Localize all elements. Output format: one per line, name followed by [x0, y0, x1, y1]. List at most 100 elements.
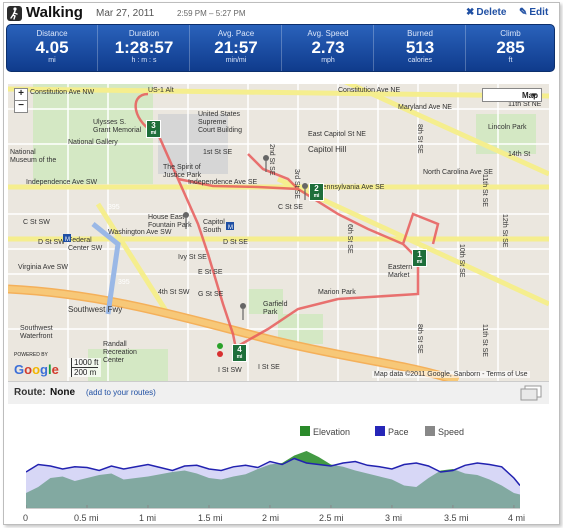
pencil-icon: ✎	[519, 7, 528, 18]
stats-bar: Distance 4.05 mi Duration 1:28:57 h : m …	[6, 24, 555, 72]
marker-unit: mi	[236, 354, 243, 360]
x-tick: 3.5 mi	[444, 513, 469, 523]
start-marker[interactable]	[217, 343, 223, 349]
svg-text:Ulysses S.: Ulysses S.	[93, 119, 126, 126]
map-type-selector[interactable]: Map ▼	[482, 88, 542, 102]
svg-text:D St SE: D St SE	[223, 239, 248, 246]
svg-text:National Gallery: National Gallery	[68, 139, 118, 146]
svg-text:Federal: Federal	[68, 237, 92, 244]
marker-unit: mi	[313, 193, 320, 199]
edit-label: Edit	[529, 7, 549, 18]
stat-value: 513	[405, 38, 435, 57]
zoom-out-button[interactable]: −	[14, 100, 28, 113]
x-tick: 0.5 mi	[74, 513, 99, 523]
stat-label: Duration	[128, 29, 160, 38]
legend-elevation[interactable]: Elevation	[300, 426, 350, 437]
mile-marker-4[interactable]: 4 mi	[232, 344, 247, 362]
route-label: Route:	[14, 387, 46, 398]
svg-text:House East: House East	[148, 214, 184, 221]
stat-value: 2.73	[311, 38, 345, 57]
svg-text:I St SW: I St SW	[218, 367, 242, 374]
delete-x-icon: ✖	[466, 7, 475, 18]
stat-duration: Duration 1:28:57 h : m : s	[97, 25, 190, 71]
stat-burned: Burned 513 calories	[373, 25, 466, 71]
activity-panel: Walking Mar 27, 2011 2:59 PM – 5:27 PM ✖…	[3, 2, 560, 525]
edit-button[interactable]: ✎ Edit	[519, 7, 548, 18]
svg-text:Fountain Park: Fountain Park	[148, 222, 192, 229]
pace-swatch	[375, 426, 385, 436]
end-marker[interactable]	[217, 351, 223, 357]
svg-text:National: National	[10, 149, 36, 156]
pace-area	[26, 458, 520, 508]
stat-unit: min/mi	[225, 57, 247, 64]
x-tick: 0	[23, 513, 29, 523]
svg-text:The Spirit of: The Spirit of	[163, 164, 201, 171]
svg-text:Independence Ave SE: Independence Ave SE	[188, 179, 257, 186]
svg-text:Market: Market	[388, 272, 409, 279]
stat-unit: ft	[508, 57, 513, 64]
stat-value: 285	[496, 38, 525, 57]
walking-icon	[7, 6, 22, 21]
svg-text:East Capitol St NE: East Capitol St NE	[308, 131, 366, 138]
svg-text:Museum of the: Museum of the	[10, 157, 56, 164]
svg-text:South: South	[203, 227, 221, 234]
svg-text:Pennsylvania Ave SE: Pennsylvania Ave SE	[318, 184, 385, 191]
mile-marker-2[interactable]: 2 mi	[309, 183, 324, 201]
svg-text:Justice Park: Justice Park	[163, 172, 202, 179]
mile-marker-3[interactable]: 3 mi	[146, 120, 161, 138]
svg-text:Court Building: Court Building	[198, 127, 242, 134]
legend-speed[interactable]: Speed	[425, 426, 464, 437]
marker-unit: mi	[150, 130, 157, 136]
svg-text:Lincoln Park: Lincoln Park	[488, 124, 527, 131]
legend-label: Elevation	[313, 427, 351, 437]
map-attribution[interactable]: Map data ©2011 Google, Sanborn - Terms o…	[372, 371, 530, 378]
svg-text:M: M	[228, 225, 233, 231]
google-logo[interactable]: Google	[14, 362, 59, 377]
delete-button[interactable]: ✖ Delete	[466, 7, 506, 18]
stat-label: Avg. Pace	[217, 29, 255, 38]
map-canvas[interactable]: Constitution Ave NW US-1 Alt Constitutio…	[8, 84, 549, 381]
stat-avg-speed: Avg. Speed 2.73 mph	[281, 25, 374, 71]
stat-label: Climb	[500, 29, 521, 38]
svg-text:Virginia Ave SW: Virginia Ave SW	[18, 264, 68, 271]
map-type-label: Map	[522, 91, 538, 100]
pace-line	[26, 457, 520, 486]
fullscreen-icon[interactable]	[519, 385, 543, 401]
x-tick: 3 mi	[385, 513, 403, 523]
stat-value: 21:57	[214, 38, 258, 57]
svg-text:D St SW: D St SW	[38, 239, 65, 246]
route-map[interactable]: Constitution Ave NW US-1 Alt Constitutio…	[8, 84, 549, 381]
svg-text:Constitution Ave NW: Constitution Ave NW	[30, 89, 94, 96]
delete-label: Delete	[476, 7, 507, 18]
svg-text:6th St SE: 6th St SE	[346, 224, 353, 254]
scale-m: 200 m	[71, 368, 98, 377]
stat-unit: mph	[321, 57, 335, 64]
add-to-routes-link[interactable]: (add to your routes)	[86, 388, 156, 397]
scale-ft: 1000 ft	[71, 358, 99, 368]
mile-marker-1[interactable]: 1 mi	[412, 249, 427, 267]
svg-text:1st St SE: 1st St SE	[203, 149, 233, 156]
legend-label: Pace	[388, 427, 409, 437]
svg-text:4th St SW: 4th St SW	[158, 289, 190, 296]
legend-pace[interactable]: Pace	[375, 426, 409, 437]
svg-text:C St SE: C St SE	[278, 204, 303, 211]
svg-text:Ivy St SE: Ivy St SE	[178, 254, 207, 261]
marker-unit: mi	[416, 259, 423, 265]
svg-text:Randall: Randall	[103, 341, 127, 348]
marker-number: 3	[151, 121, 156, 130]
stat-value: 4.05	[35, 38, 69, 57]
svg-text:E St SE: E St SE	[198, 269, 223, 276]
svg-text:US-1 Alt: US-1 Alt	[148, 87, 174, 94]
stat-distance: Distance 4.05 mi	[7, 25, 97, 71]
legend-label: Speed	[438, 427, 465, 437]
x-tick: 4 mi	[508, 513, 526, 523]
svg-text:G St SE: G St SE	[198, 291, 224, 298]
svg-text:Southwest Fwy: Southwest Fwy	[68, 305, 122, 314]
x-tick: 2 mi	[262, 513, 280, 523]
elevation-pace-chart[interactable]	[26, 433, 520, 509]
svg-text:North Carolina Ave SE: North Carolina Ave SE	[423, 169, 493, 176]
svg-text:Recreation: Recreation	[103, 349, 137, 356]
svg-text:Capitol: Capitol	[203, 219, 225, 226]
svg-text:395: 395	[118, 279, 130, 286]
stat-climb: Climb 285 ft	[465, 25, 555, 71]
